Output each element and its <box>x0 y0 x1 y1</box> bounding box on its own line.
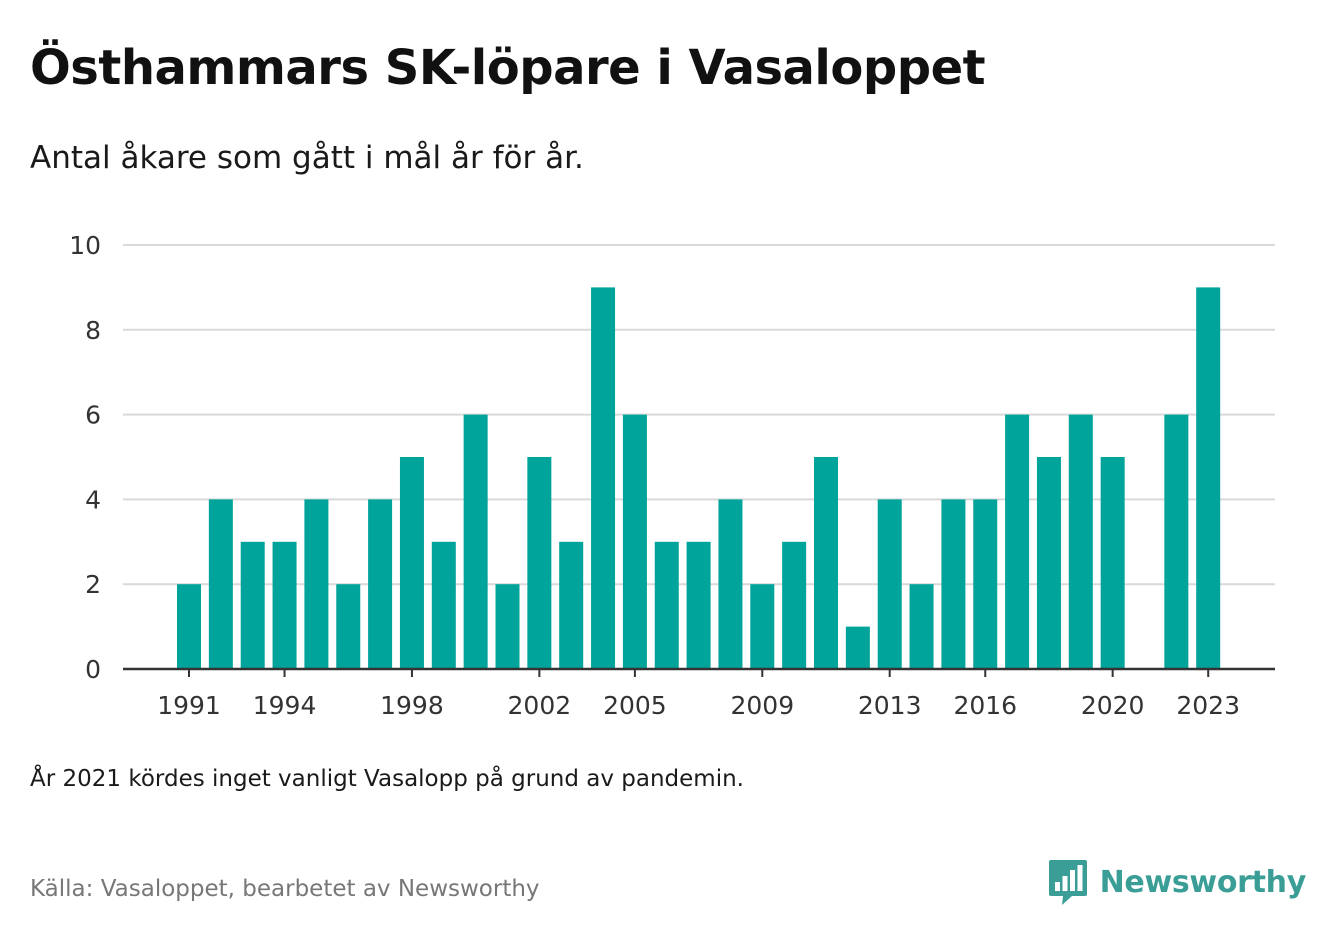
brand-name: Newsworthy <box>1099 864 1307 900</box>
x-tick-label: 2013 <box>858 691 922 720</box>
bar-1991 <box>177 584 201 669</box>
bar-2019 <box>1068 414 1093 669</box>
bar-2014 <box>909 584 934 669</box>
y-tick-label: 8 <box>85 316 101 345</box>
bar-2010 <box>782 541 807 669</box>
bar-1998 <box>399 457 424 669</box>
chart-title: Östhammars SK-löpare i Vasaloppet <box>30 40 986 96</box>
bar-2007 <box>686 541 711 669</box>
bar-2005 <box>622 414 647 669</box>
bar-2023 <box>1196 287 1221 669</box>
bar-2002 <box>527 457 552 669</box>
bar-2009 <box>750 584 775 669</box>
bar-2015 <box>941 499 966 669</box>
bar-2008 <box>718 499 743 669</box>
bar-1993 <box>240 541 265 669</box>
bar-2018 <box>1036 457 1061 669</box>
x-tick-label: 2020 <box>1081 691 1145 720</box>
bar-2020 <box>1100 457 1125 669</box>
x-tick-label: 2009 <box>730 691 794 720</box>
bar-1995 <box>304 499 329 669</box>
bar-2006 <box>654 541 679 669</box>
bar-2011 <box>814 457 838 669</box>
axes: 0 2 4 6 8 10 1991 1994 1998 2002 2005 2009 2013 2016 2… <box>69 231 1275 720</box>
bar-1997 <box>368 499 393 669</box>
y-tick-label: 0 <box>85 655 101 684</box>
bar-1996 <box>336 584 361 669</box>
bar-2016 <box>973 499 998 669</box>
source-credit: Källa: Vasaloppet, bearbetet av Newswort… <box>30 876 540 902</box>
bar-1992 <box>208 499 233 669</box>
bar-1999 <box>431 541 456 669</box>
bar-2004 <box>591 287 616 669</box>
brand-logo[interactable]: Newsworthy <box>1048 858 1306 906</box>
bars <box>177 287 1221 669</box>
x-tick-label: 2023 <box>1176 691 1240 720</box>
bar-2017 <box>1005 414 1030 669</box>
y-tick-label: 4 <box>85 485 101 514</box>
bar-1994 <box>272 541 297 669</box>
x-tick-label: 2016 <box>953 691 1017 720</box>
bar-2012 <box>845 626 870 669</box>
bar-chart-speech-bubble-icon <box>1048 860 1087 905</box>
x-tick-label: 1994 <box>253 691 317 720</box>
chart-subtitle: Antal åkare som gått i mål år för år. <box>30 140 584 176</box>
x-tick-label: 1998 <box>380 691 444 720</box>
footnote: År 2021 kördes inget vanligt Vasalopp på… <box>30 766 744 792</box>
y-tick-label: 6 <box>85 401 101 430</box>
bar-2001 <box>495 584 520 669</box>
bar-2003 <box>559 541 584 669</box>
bar-2022 <box>1164 414 1189 669</box>
y-tick-label: 2 <box>85 570 101 599</box>
y-tick-label: 10 <box>69 231 101 260</box>
x-tick-label: 1991 <box>157 691 221 720</box>
bar-2000 <box>463 414 488 669</box>
bar-2013 <box>877 499 902 669</box>
x-tick-label: 2005 <box>603 691 667 720</box>
x-tick-label: 2002 <box>508 691 572 720</box>
